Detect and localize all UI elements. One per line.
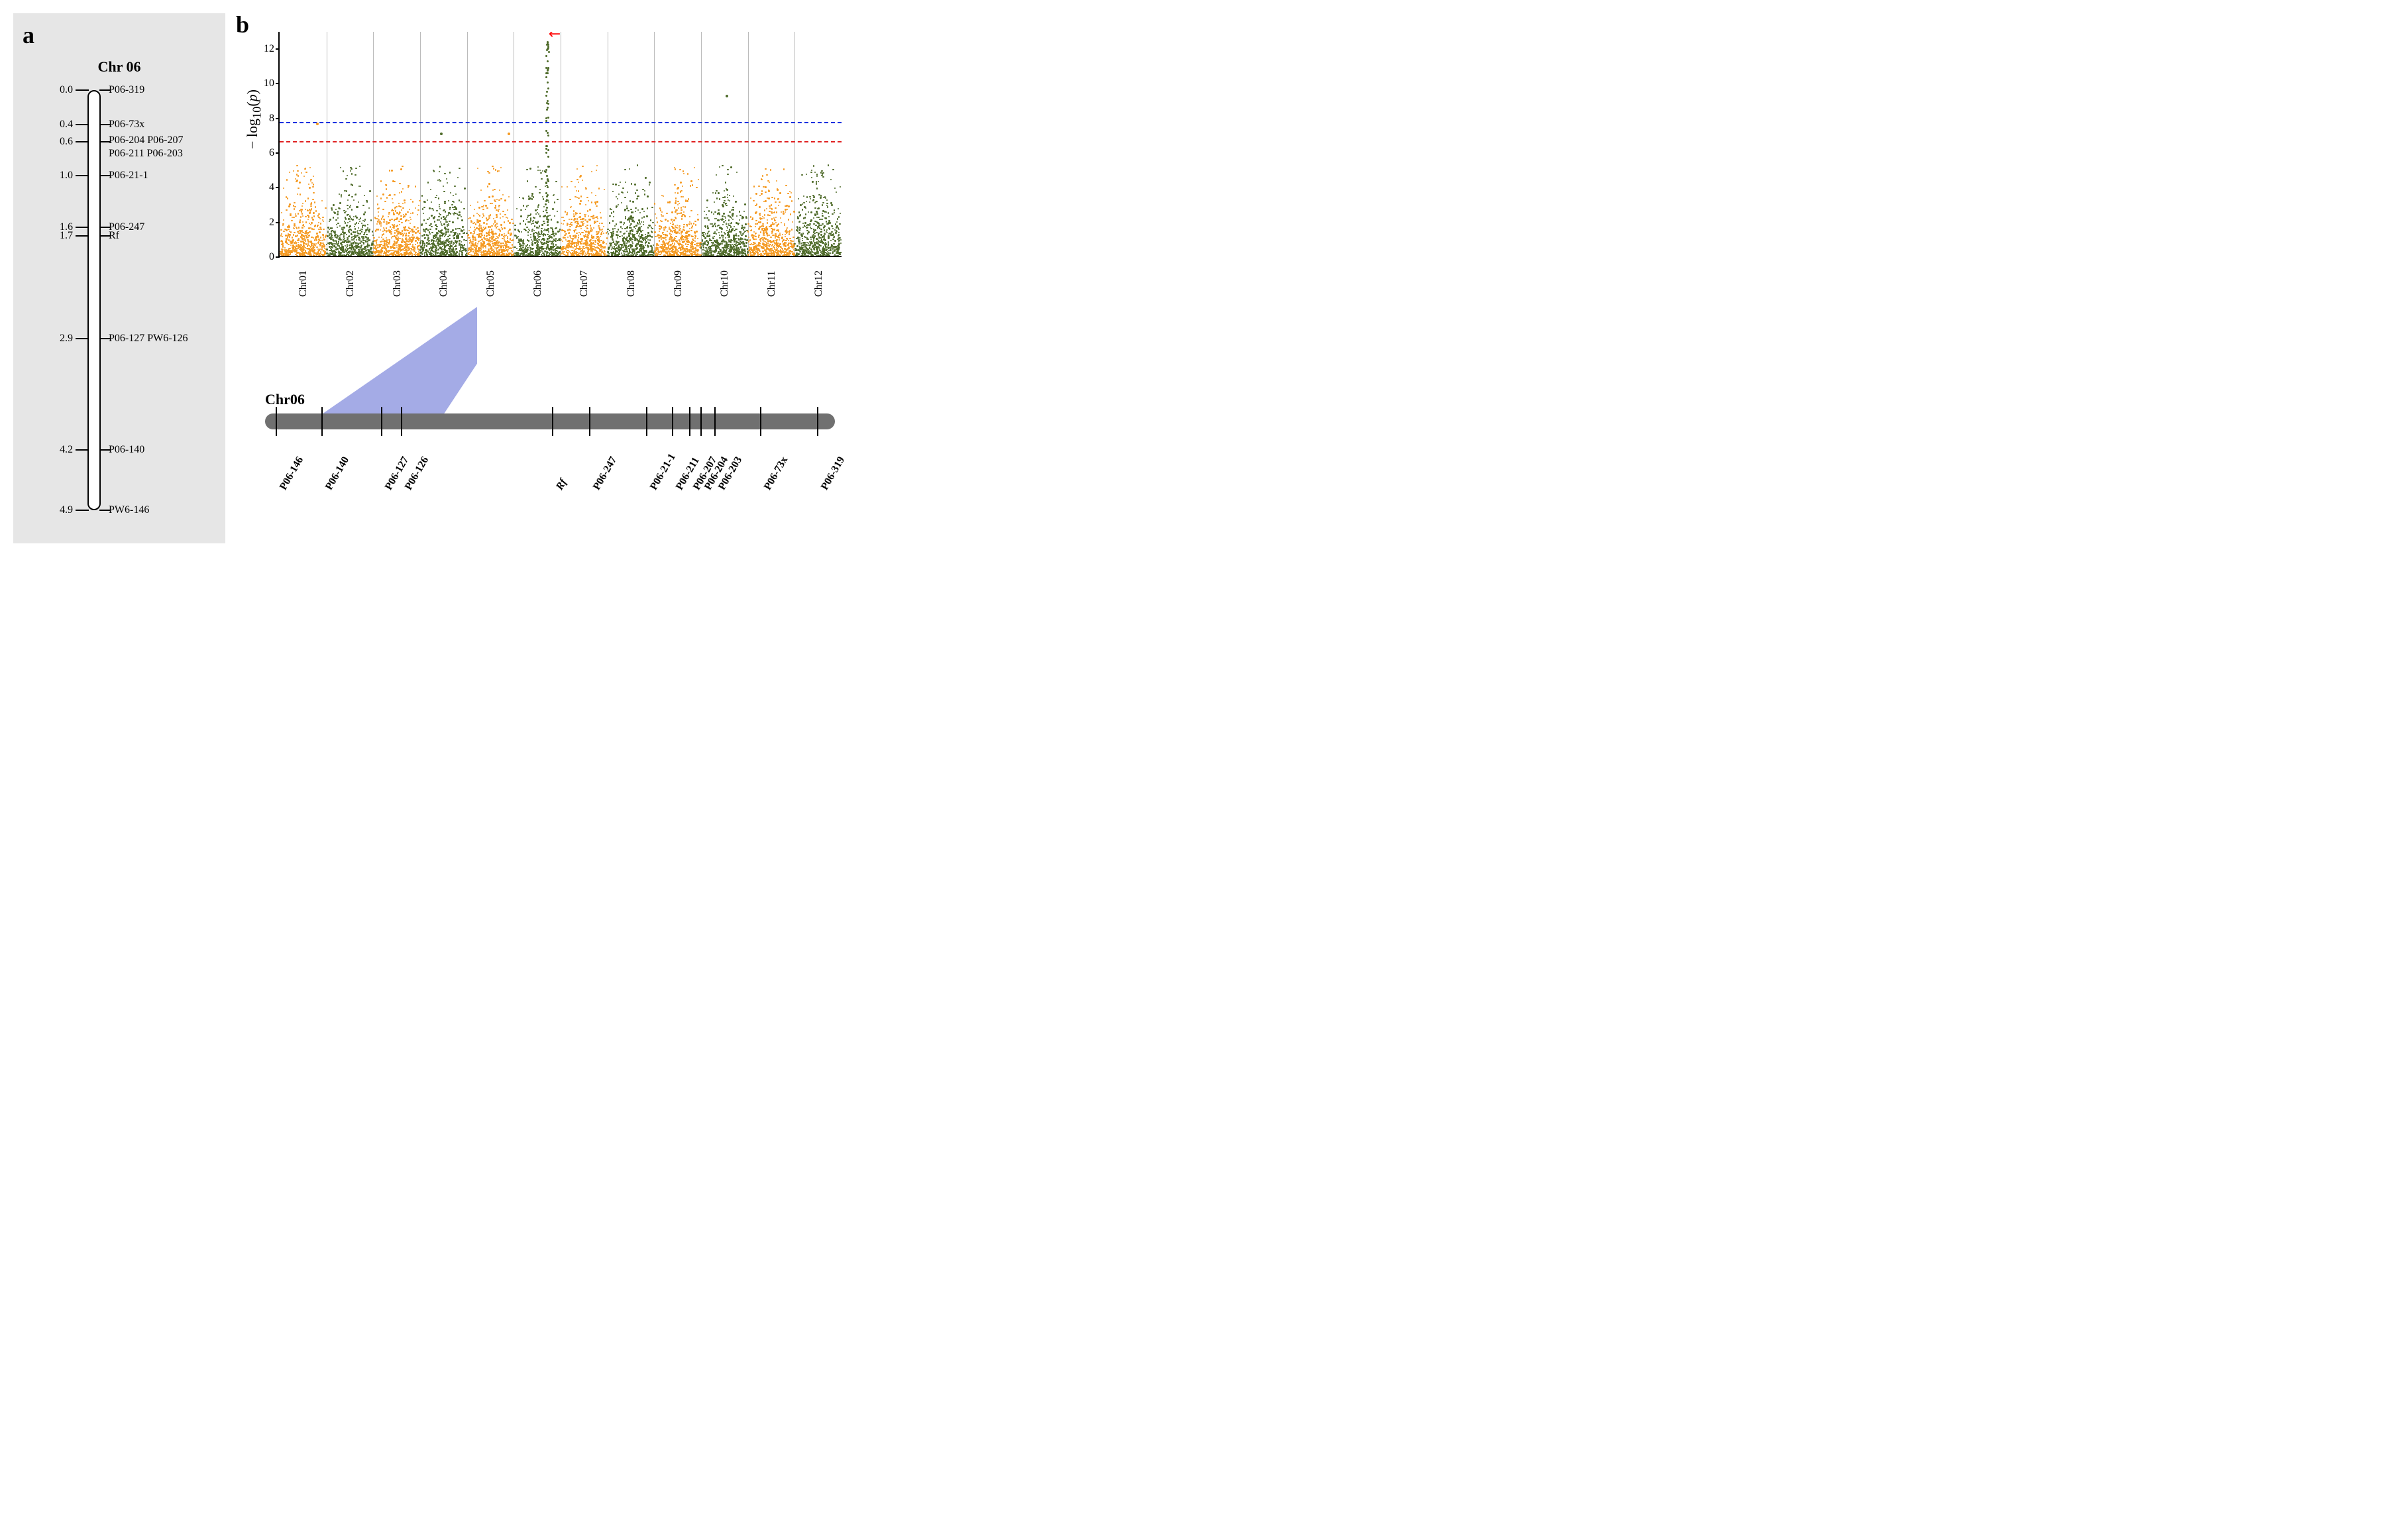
outlier-point bbox=[726, 95, 728, 97]
panel-a-label: a bbox=[23, 21, 34, 49]
chr-pos-label: 1.0 bbox=[60, 170, 73, 182]
physical-tick bbox=[714, 407, 716, 436]
ytick-label: 4 bbox=[269, 182, 274, 193]
panel-b-label: b bbox=[236, 11, 249, 38]
panel-b: b − log10(p) ↙ 024681012 Chr01 Chr02 Chr03… bbox=[239, 13, 842, 543]
ytick-label: 12 bbox=[264, 43, 274, 55]
chrom-label: Chr12 bbox=[813, 270, 825, 297]
physical-tick bbox=[817, 407, 818, 436]
chr-marker-label: P06-21-1 bbox=[109, 170, 148, 182]
physical-marker-label: P06-319 bbox=[819, 455, 848, 492]
chrom-label: Chr02 bbox=[345, 270, 356, 297]
outlier-point bbox=[440, 133, 443, 135]
manhattan-xlabels: Chr01 Chr02 Chr03 Chr04 Chr05 Chr06 Chr07 Chr08… bbox=[278, 264, 842, 303]
ytick-label: 6 bbox=[269, 147, 274, 159]
chr-marker-label: P06-204 P06-207 bbox=[109, 135, 183, 146]
chr-pos-label: 4.2 bbox=[60, 444, 73, 456]
outlier-point bbox=[508, 133, 510, 135]
physical-marker-label: P06-247 bbox=[591, 455, 620, 492]
chrom-label: Chr03 bbox=[392, 270, 404, 297]
chr-pos-label: 0.6 bbox=[60, 136, 73, 148]
ytick-label: 10 bbox=[264, 78, 274, 89]
physical-tick bbox=[760, 407, 761, 436]
chrom-label: Chr06 bbox=[532, 270, 544, 297]
chr-title: Chr 06 bbox=[20, 58, 219, 76]
manhattan-plot: ↙ 024681012 bbox=[278, 32, 842, 257]
chrom-label: Chr07 bbox=[578, 270, 590, 297]
figure-container: a Chr 06 0.0 P06-319 0.4 P06-73x 0.6 P06-204 … bbox=[13, 13, 842, 543]
chr-marker-label: P06-73x bbox=[109, 119, 144, 131]
chr-marker-label: P06-140 bbox=[109, 444, 144, 456]
physical-tick bbox=[672, 407, 673, 436]
physical-tick bbox=[381, 407, 382, 436]
threshold-line bbox=[280, 122, 842, 123]
chromosome-diagram: 0.0 P06-319 0.4 P06-73x 0.6 P06-204 P06-207 P0… bbox=[27, 81, 212, 518]
ytick-label: 8 bbox=[269, 113, 274, 125]
physical-marker-label: P06-140 bbox=[323, 455, 352, 492]
outlier-point bbox=[316, 123, 319, 125]
chr-pos-label: 4.9 bbox=[60, 504, 73, 516]
physical-bar-title: Chr06 bbox=[265, 391, 305, 408]
physical-tick bbox=[321, 407, 323, 436]
chr-marker-label: P06-211 P06-203 bbox=[109, 148, 183, 160]
chr-pos-label: 0.0 bbox=[60, 84, 73, 96]
chromosome-bar bbox=[87, 90, 101, 510]
chr-pos-label: 0.4 bbox=[60, 119, 73, 131]
chrom-label: Chr01 bbox=[298, 270, 309, 297]
chrom-label: Chr05 bbox=[485, 270, 497, 297]
physical-tick bbox=[401, 407, 402, 436]
panel-a: a Chr 06 0.0 P06-319 0.4 P06-73x 0.6 P06-204 … bbox=[13, 13, 225, 543]
physical-tick bbox=[276, 407, 277, 436]
chr-marker-label: P06-319 bbox=[109, 84, 144, 96]
chr-marker-label: Rf bbox=[109, 230, 119, 242]
chr-marker-label: P06-127 PW6-126 bbox=[109, 333, 188, 345]
chr-pos-label: 2.9 bbox=[60, 333, 73, 345]
threshold-line bbox=[280, 141, 842, 142]
chrom-label: Chr10 bbox=[719, 270, 731, 297]
ytick-label: 0 bbox=[269, 251, 274, 263]
manhattan-yaxis-label: − log10(p) bbox=[244, 89, 264, 149]
physical-tick bbox=[700, 407, 702, 436]
chrom-label: Chr09 bbox=[673, 270, 684, 297]
chr-pos-label: 1.7 bbox=[60, 230, 73, 242]
physical-tick bbox=[552, 407, 553, 436]
chrom-label: Chr04 bbox=[438, 270, 450, 297]
chrom-label: Chr11 bbox=[766, 271, 778, 297]
physical-tick bbox=[589, 407, 590, 436]
physical-marker-label: P06-146 bbox=[278, 455, 306, 492]
chrom-label: Chr08 bbox=[626, 270, 637, 297]
physical-bar bbox=[265, 413, 835, 429]
physical-marker-label: Rf bbox=[554, 477, 570, 492]
ytick-label: 2 bbox=[269, 217, 274, 229]
physical-tick bbox=[646, 407, 647, 436]
physical-marker-label: P06-73x bbox=[762, 455, 791, 492]
physical-tick bbox=[689, 407, 690, 436]
chr-marker-label: PW6-146 bbox=[109, 504, 149, 516]
